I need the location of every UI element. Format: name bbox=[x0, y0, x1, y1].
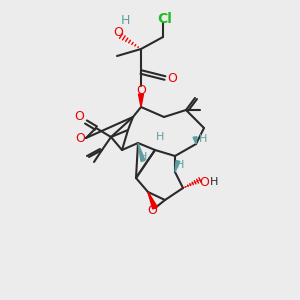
Text: H: H bbox=[176, 160, 184, 170]
Text: O: O bbox=[75, 131, 85, 145]
Polygon shape bbox=[138, 143, 145, 161]
Text: Cl: Cl bbox=[158, 12, 172, 26]
Polygon shape bbox=[175, 160, 180, 172]
Text: H: H bbox=[199, 134, 207, 144]
Polygon shape bbox=[193, 137, 197, 144]
Text: O: O bbox=[147, 205, 157, 218]
Text: O: O bbox=[136, 83, 146, 97]
Text: O: O bbox=[74, 110, 84, 124]
Text: O: O bbox=[199, 176, 209, 188]
Text: O: O bbox=[167, 71, 177, 85]
Text: H: H bbox=[210, 177, 218, 187]
Text: O: O bbox=[113, 26, 123, 40]
Text: H: H bbox=[139, 152, 147, 162]
Polygon shape bbox=[139, 94, 143, 107]
Polygon shape bbox=[148, 192, 157, 209]
Text: H: H bbox=[120, 14, 130, 28]
Text: H: H bbox=[156, 132, 164, 142]
